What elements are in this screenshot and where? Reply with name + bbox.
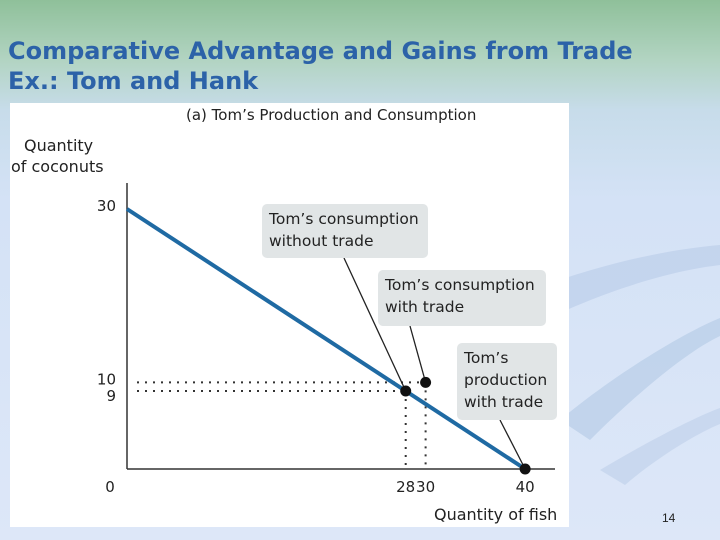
slide-title-line-1: Comparative Advantage and Gains from Tra… [8,37,633,65]
data-point-0 [400,385,412,397]
y-axis-label-line-1: Quantity [24,136,93,155]
x-axis-label: Quantity of fish [434,505,557,524]
y-tick-label-9: 9 [106,387,116,405]
callout-box-1 [378,270,546,326]
x-tick-label-28: 28 [396,478,415,496]
slide-number: 14 [662,511,676,525]
x-tick-label-30: 30 [416,478,435,496]
y-axis-label-line-2: of coconuts [11,157,104,176]
callout-box-2 [457,343,557,420]
origin-label: 0 [105,478,115,496]
series-line-0 [125,207,527,471]
chart-title: (a) Tom’s Production and Consumption [186,106,476,124]
production-possibility-chart: (a) Tom’s Production and Consumption Qua… [11,106,557,524]
y-tick-label-30: 30 [97,197,116,215]
slide-title: Comparative Advantage and Gains from Tra… [8,36,633,96]
callout-leader-1 [409,325,427,383]
callout-label-1-line-1: with trade [385,298,464,316]
callout-label-1-line-0: Tom’s consumption [384,276,535,294]
callout-label-0-line-1: without trade [269,232,374,250]
callout-leader-2 [499,419,526,470]
data-point-2 [519,463,531,475]
callout-label-2-line-1: production [464,371,547,389]
data-point-1 [420,376,432,388]
x-tick-label-40: 40 [516,478,535,496]
callout-leader-0 [343,257,407,392]
chart-panel: (a) Tom’s Production and Consumption Qua… [10,103,569,527]
callout-label-0-line-0: Tom’s consumption [268,210,419,228]
y-tick-label-10: 10 [97,370,116,388]
callout-label-2-line-0: Tom’s [463,349,508,367]
callout-box-0 [262,204,428,258]
slide-title-line-2: Ex.: Tom and Hank [8,67,259,95]
callout-label-2-line-2: with trade [464,393,543,411]
